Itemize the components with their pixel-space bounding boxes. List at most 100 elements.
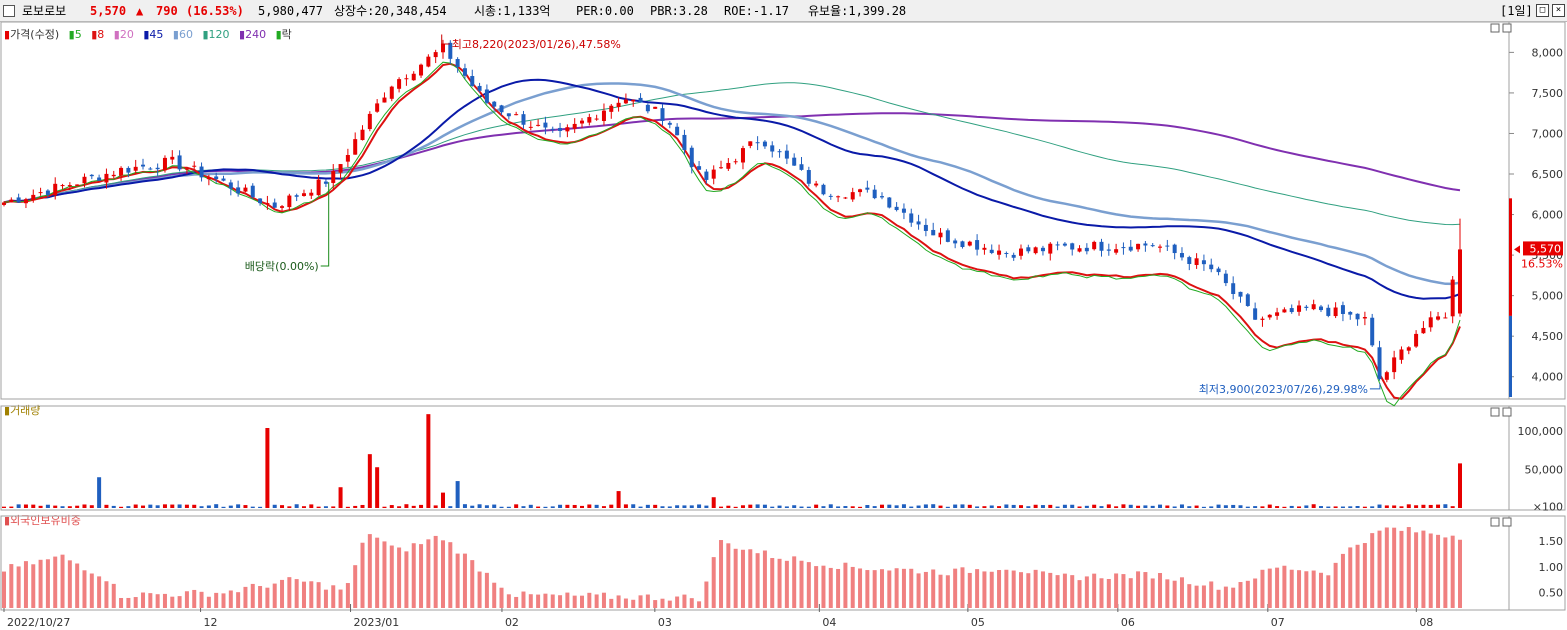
x-tick-label: 06: [1121, 616, 1135, 629]
foreign-bar: [228, 590, 233, 608]
foreign-bar: [1238, 582, 1243, 608]
foreign-bar: [726, 543, 731, 608]
panel-max-icon-2: [1490, 517, 1500, 527]
volume-bar: [550, 506, 555, 508]
volume-bar: [777, 505, 782, 508]
foreign-bar: [265, 587, 270, 608]
foreign-bar: [477, 571, 482, 608]
volume-bar: [1443, 504, 1448, 508]
volume-bar: [1245, 506, 1250, 508]
ma-line-ma120: [3, 82, 1461, 226]
low-marker: [1369, 383, 1381, 390]
period-selector[interactable]: [1일]: [1500, 4, 1533, 18]
candle: [1187, 257, 1192, 264]
volume-bar: [280, 505, 285, 508]
candle: [1421, 327, 1426, 334]
volume-bar: [1304, 505, 1309, 508]
candle: [1362, 317, 1367, 319]
volume-bar: [770, 506, 775, 508]
volume-bar: [1070, 504, 1075, 508]
foreign-bar: [1187, 584, 1192, 608]
y-tick-label: 4,500: [1532, 330, 1564, 343]
foreign-bar: [1450, 535, 1455, 608]
foreign-bar: [1011, 570, 1016, 608]
candle: [711, 169, 716, 179]
maximize-icon[interactable]: □: [1536, 4, 1549, 17]
candle: [550, 128, 555, 130]
candle: [843, 197, 848, 199]
pbr-value: PBR:3.28: [650, 4, 708, 18]
candle: [1355, 313, 1360, 320]
candle: [1048, 243, 1053, 254]
candle: [653, 106, 658, 109]
price-legend: ▮가격(수정) ▮5 ▮8 ▮20 ▮45 ▮60 ▮120 ▮240 ▮락: [4, 26, 298, 42]
candle: [1289, 308, 1294, 313]
candle: [126, 167, 131, 173]
foreign-bar: [1428, 533, 1433, 608]
legend-ma120: ▮120: [202, 28, 230, 41]
candle: [1158, 246, 1163, 248]
candle: [192, 165, 197, 167]
current-price: 5,570: [90, 4, 127, 18]
candle: [667, 122, 672, 125]
foreign-bar: [1106, 579, 1111, 608]
volume-bar: [726, 505, 731, 508]
x-tick-label: 04: [822, 616, 836, 629]
foreign-bar: [309, 581, 314, 608]
foreign-bar: [1033, 569, 1038, 608]
candle: [945, 230, 950, 242]
foreign-tick-label: 1.50: [1539, 535, 1564, 548]
candle: [879, 196, 884, 198]
ma-line-ma8: [3, 62, 1461, 400]
candle: [1084, 247, 1089, 252]
volume-bar: [748, 504, 753, 508]
candle: [1209, 264, 1214, 270]
volume-bar: [82, 504, 87, 508]
volume-bar: [792, 505, 797, 508]
candle: [975, 240, 980, 250]
foreign-bar: [1194, 585, 1199, 608]
candle: [1340, 305, 1345, 314]
candle: [1333, 307, 1338, 317]
foreign-bar: [1370, 533, 1375, 608]
foreign-bar: [1216, 589, 1221, 608]
volume-bar: [1150, 505, 1155, 508]
foreign-bar: [1304, 571, 1309, 608]
panel-frame-2: [0, 515, 1566, 611]
candle: [228, 182, 233, 189]
volume-bar: [89, 505, 94, 508]
candle: [916, 221, 921, 225]
foreign-bar: [23, 561, 28, 608]
legend-price: ▮가격(수정): [4, 28, 60, 41]
candle: [755, 142, 760, 144]
volume-bar: [1392, 505, 1397, 508]
candle: [528, 126, 533, 128]
foreign-bar: [1289, 569, 1294, 608]
foreign-bar: [1311, 570, 1316, 608]
candle: [982, 247, 987, 250]
select-checkbox[interactable]: [3, 5, 15, 17]
foreign-bar: [440, 540, 445, 608]
volume-bar: [243, 505, 248, 508]
volume-bar: [704, 505, 709, 508]
candle: [221, 178, 226, 181]
foreign-bar: [492, 582, 497, 608]
volume-bar: [1019, 505, 1024, 508]
volume-bar: [1040, 505, 1045, 508]
volume-bar: [1209, 506, 1214, 508]
volume-bar: [360, 504, 365, 508]
volume-bar: [1092, 504, 1097, 508]
volume-bar: [1333, 506, 1338, 508]
stock-chart[interactable]: 4,0004,5005,0005,5006,0006,5007,0007,500…: [0, 22, 1567, 630]
candle: [1136, 243, 1141, 250]
volume-bar: [828, 504, 833, 508]
roe-value: ROE:-1.17: [724, 4, 790, 18]
candle: [1443, 317, 1448, 319]
volume-bar: [345, 506, 350, 508]
foreign-bar: [1399, 530, 1404, 608]
volume-bar: [1048, 504, 1053, 508]
close-icon[interactable]: ×: [1552, 4, 1565, 17]
foreign-bar: [1392, 527, 1397, 608]
volume-bar: [733, 506, 738, 508]
candle: [1055, 244, 1060, 246]
